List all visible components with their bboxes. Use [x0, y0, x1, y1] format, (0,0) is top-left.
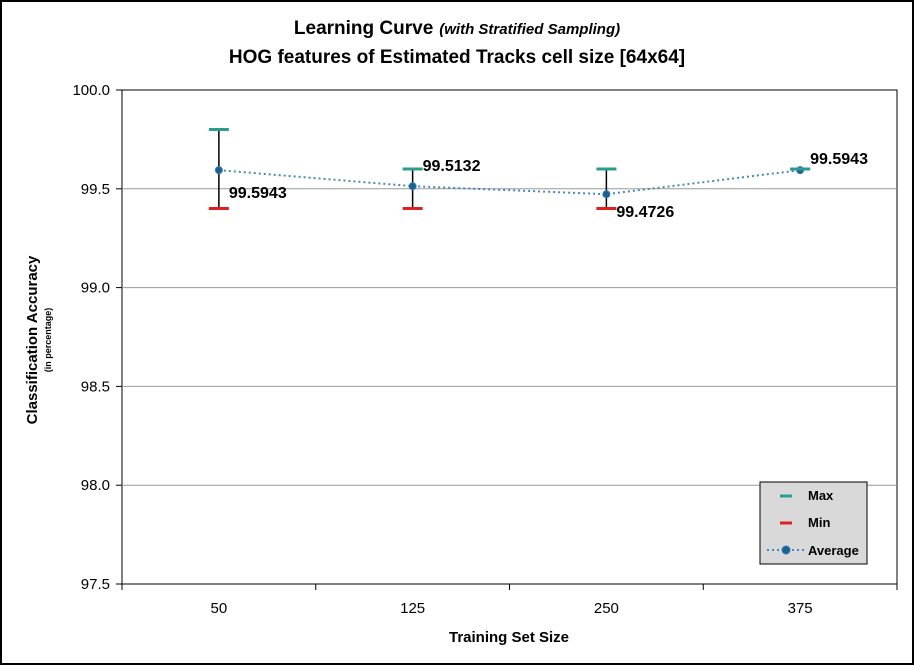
y-tick-label: 97.5 [81, 576, 110, 593]
average-line [218, 169, 801, 196]
data-label: 99.5943 [810, 151, 868, 168]
y-tick-label: 99.0 [81, 280, 110, 297]
grid-lines [116, 89, 898, 590]
y-tick-label: 98.0 [81, 477, 110, 494]
y-tick-label: 99.5 [81, 181, 110, 198]
y-tick-labels: 97.5 98.0 98.5 99.0 99.5 100.0 [72, 82, 110, 593]
data-label: 99.5132 [423, 158, 481, 175]
y-axis-title: Classification Accuracy [24, 255, 41, 424]
x-tick-labels: 50 125 250 375 [211, 600, 813, 617]
data-labels: 99.5943 99.5132 99.4726 99.5943 [229, 151, 868, 221]
y-tick-label: 100.0 [72, 82, 110, 99]
y-axis-title-group: Classification Accuracy (in percentage) [24, 255, 53, 424]
chart-title: Learning Curve (with Stratified Sampling) [294, 18, 620, 39]
x-axis-title: Training Set Size [449, 629, 569, 646]
y-tick-label: 98.5 [81, 378, 110, 395]
legend-average-marker [781, 545, 791, 555]
legend-max-label: Max [808, 488, 834, 503]
min-max-markers [208, 128, 811, 211]
legend-average-label: Average [808, 543, 859, 558]
x-tick-label: 250 [594, 600, 619, 617]
average-point [408, 182, 417, 191]
x-tick-label: 375 [788, 600, 813, 617]
y-axis-subtitle: (in percentage) [43, 308, 53, 373]
legend-min-label: Min [808, 515, 830, 530]
average-point [214, 166, 223, 175]
data-label: 99.4726 [616, 204, 674, 221]
data-label: 99.5943 [229, 185, 287, 202]
legend: Max Min Average [759, 481, 868, 565]
average-point [602, 190, 611, 199]
x-tick-label: 125 [400, 600, 425, 617]
x-tick-label: 50 [211, 600, 228, 617]
chart-subtitle: HOG features of Estimated Tracks cell si… [229, 47, 685, 68]
